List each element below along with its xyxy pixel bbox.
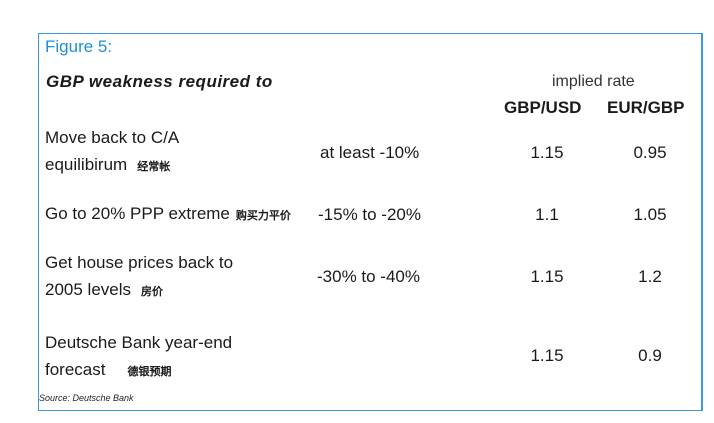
eur-gbp-value: 1.05 bbox=[633, 205, 667, 224]
table-heading: GBP weakness required to bbox=[46, 72, 273, 91]
implied-rate-label: implied rate bbox=[552, 73, 635, 90]
eur-gbp-value: 0.95 bbox=[633, 143, 667, 162]
range-value: -30% to -40% bbox=[317, 267, 420, 286]
figure-label: Figure 5: bbox=[45, 37, 113, 56]
row-label-line1: Get house prices back to bbox=[45, 253, 234, 272]
row-label-house: Get house prices back to 2005 levels 房价 bbox=[45, 249, 233, 305]
row-label-line2: 2005 levels bbox=[45, 280, 132, 299]
gbp-usd-value: 1.15 bbox=[530, 143, 564, 162]
cn-note: 房价 bbox=[141, 285, 164, 298]
row-label-line2: forecast bbox=[45, 360, 106, 379]
row-label-line2: equilibirum bbox=[45, 155, 128, 174]
column-header-eur-gbp: EUR/GBP bbox=[607, 98, 685, 117]
row-label-forecast: Deutsche Bank year-end forecast 德银预期 bbox=[45, 329, 232, 385]
column-header-gbp-usd: GBP/USD bbox=[504, 98, 582, 117]
range-value: at least -10% bbox=[320, 143, 420, 162]
gbp-usd-value: 1.15 bbox=[530, 267, 564, 286]
eur-gbp-value: 0.9 bbox=[638, 346, 662, 365]
range-value: -15% to -20% bbox=[318, 205, 421, 224]
cn-note: 购买力平价 bbox=[235, 209, 291, 222]
source-note: Source: Deutsche Bank bbox=[39, 393, 134, 403]
row-label-line1: Deutsche Bank year-end bbox=[45, 333, 233, 352]
cn-note: 德银预期 bbox=[127, 365, 172, 378]
gbp-usd-value: 1.15 bbox=[530, 346, 564, 365]
row-label-ca: Move back to C/A equilibirum 经常帐 bbox=[45, 124, 179, 180]
gbp-usd-value: 1.1 bbox=[535, 205, 559, 224]
eur-gbp-value: 1.2 bbox=[638, 267, 662, 286]
row-label-ppp: Go to 20% PPP extreme 购买力平价 bbox=[45, 200, 291, 229]
figure-frame bbox=[38, 33, 703, 411]
row-label-line1: Go to 20% PPP extreme bbox=[45, 204, 230, 223]
cn-note: 经常帐 bbox=[137, 160, 171, 173]
row-label-line1: Move back to C/A bbox=[45, 128, 180, 147]
